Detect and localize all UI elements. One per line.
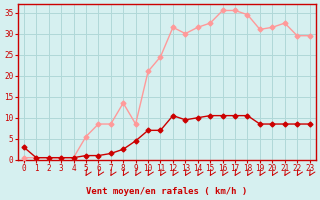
X-axis label: Vent moyen/en rafales ( km/h ): Vent moyen/en rafales ( km/h ) <box>86 187 247 196</box>
